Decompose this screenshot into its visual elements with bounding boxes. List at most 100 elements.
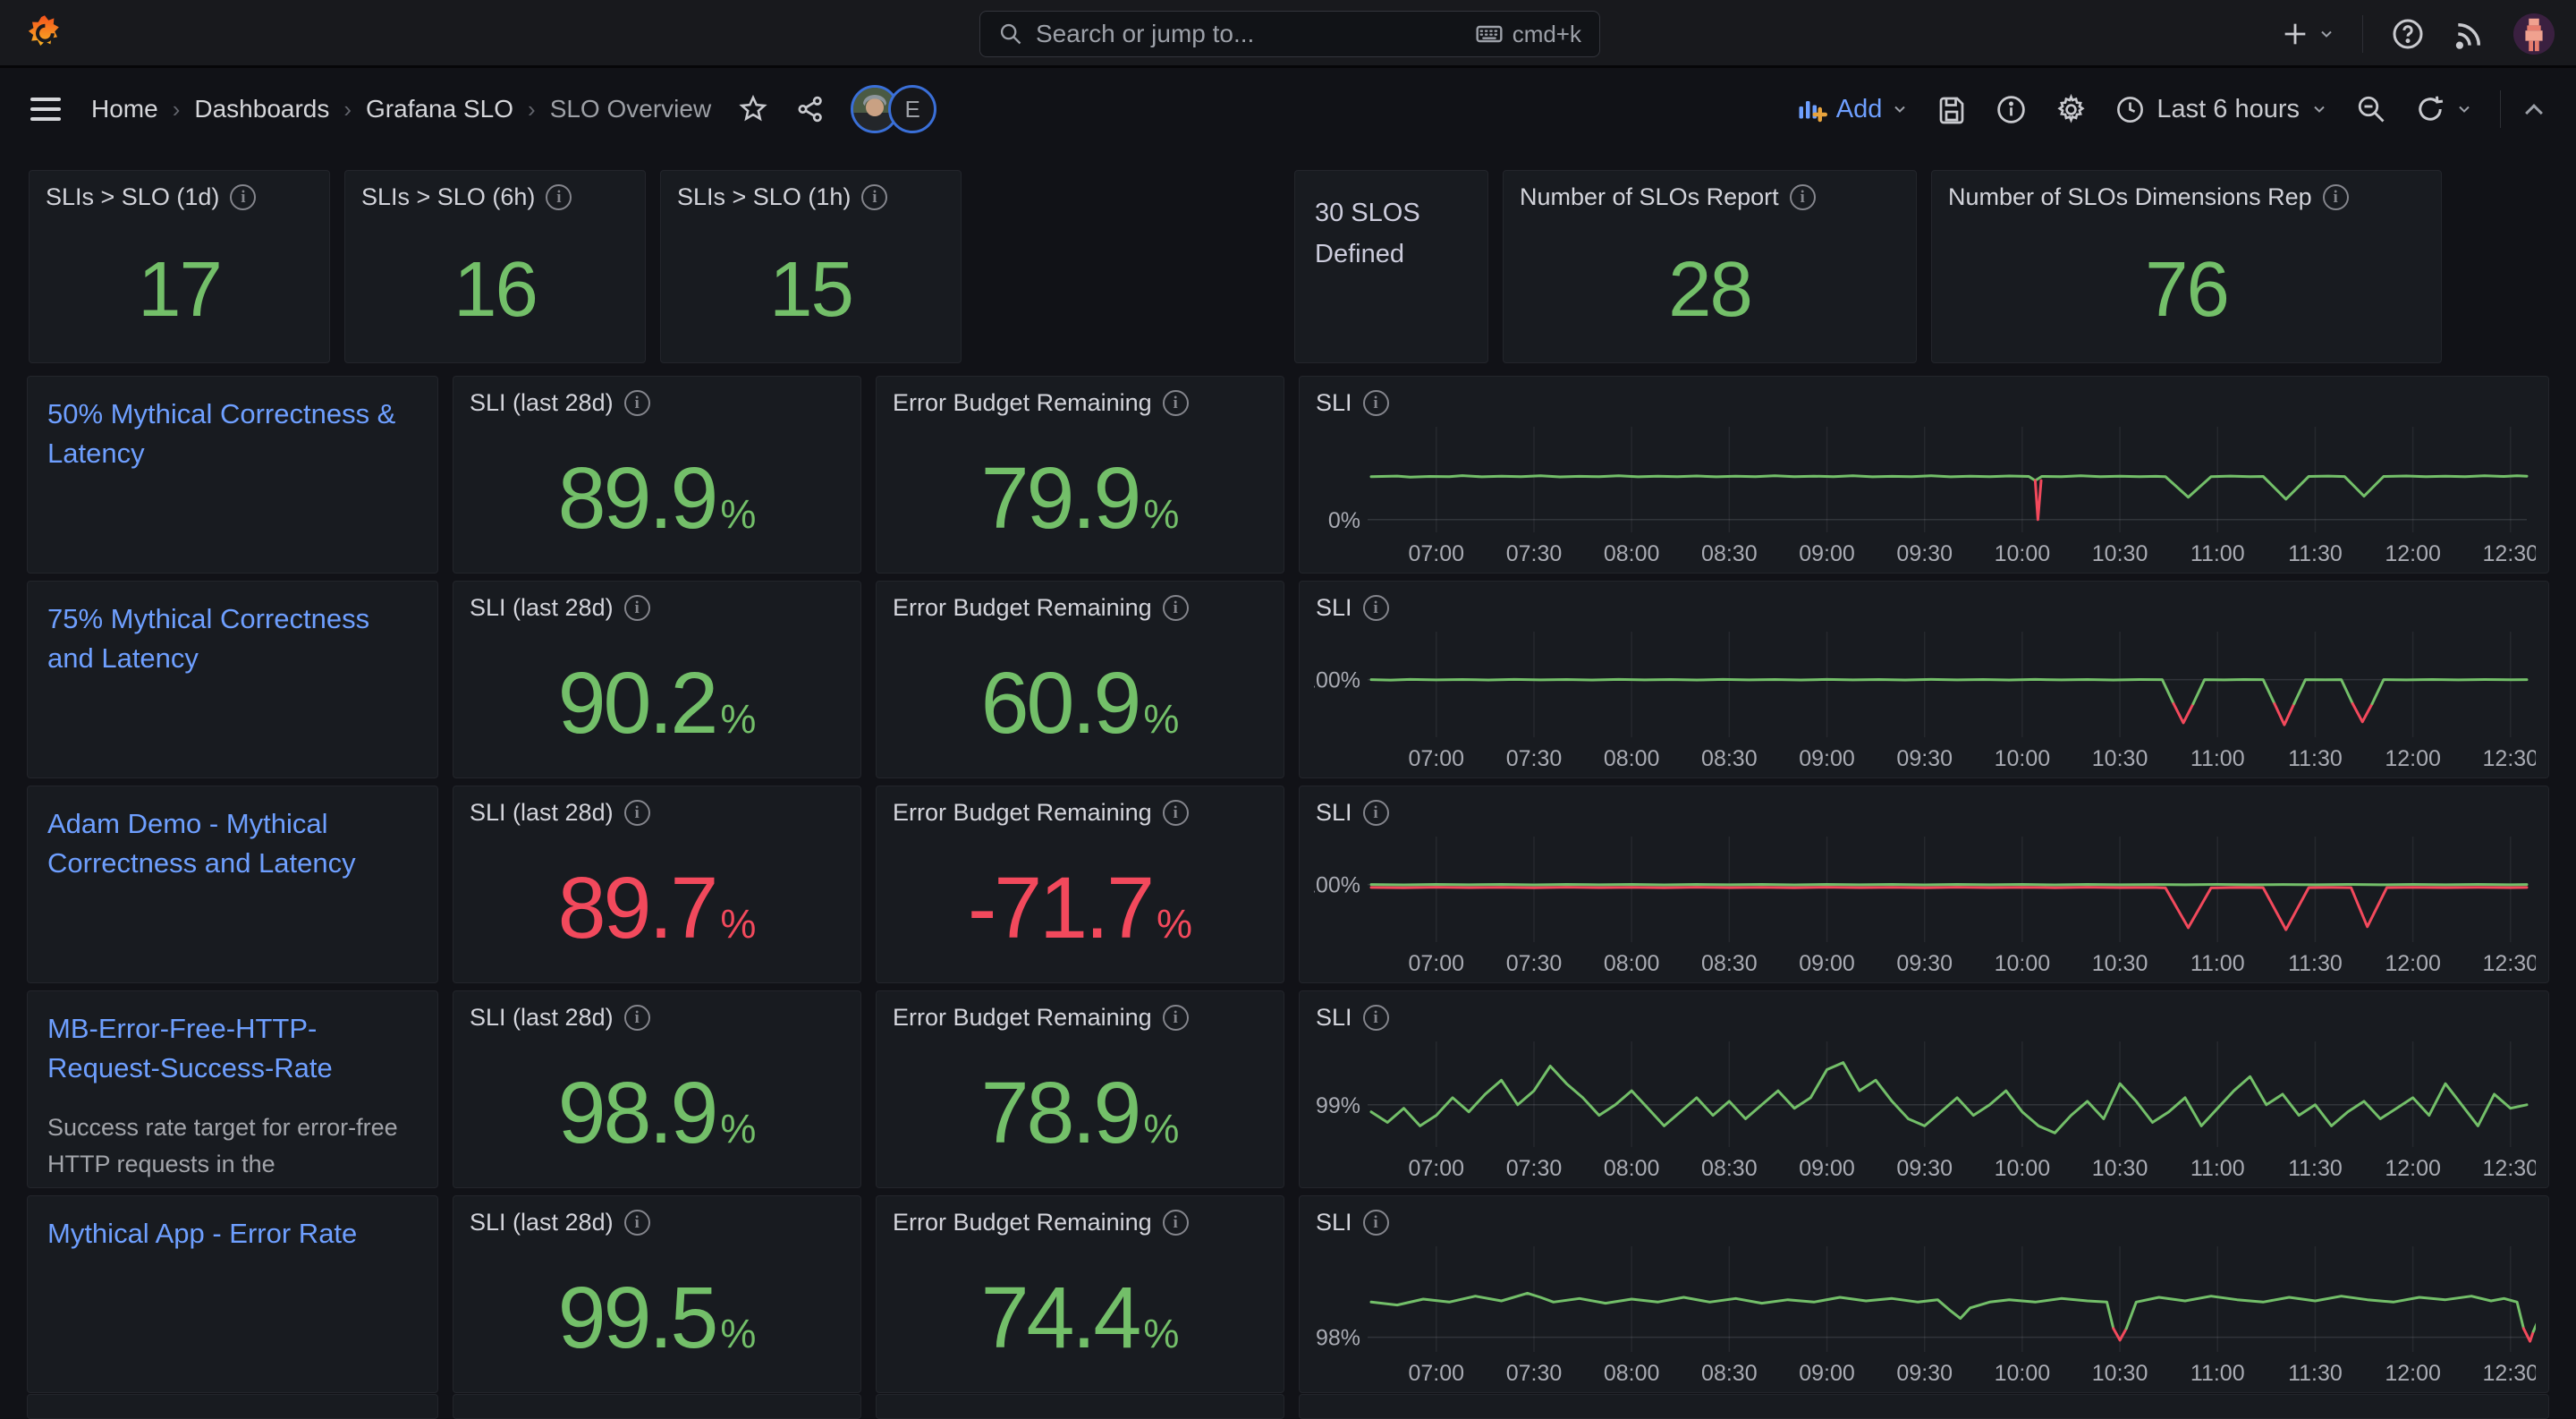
error-budget-panel[interactable]: Error Budget Remaining i -71.7% bbox=[876, 786, 1284, 983]
slo-link[interactable]: Adam Demo - Mythical Correctness and Lat… bbox=[47, 808, 356, 879]
info-icon[interactable]: i bbox=[1162, 800, 1189, 826]
error-budget-panel[interactable]: Error Budget Remaining i 78.9% bbox=[876, 990, 1284, 1188]
sli-timeseries-chart[interactable]: 07:00 07:30 08:00 08:30 09:00 09:30 10:00 10:30… bbox=[1314, 1241, 2536, 1389]
sli-timeseries-chart[interactable]: 07:00 07:30 08:00 08:30 09:00 09:30 10:00 10:30… bbox=[1314, 1036, 2536, 1185]
stat-panel-slo-6h[interactable]: SLIs > SLO (6h) i 16 bbox=[344, 170, 646, 363]
svg-text:08:30: 08:30 bbox=[1701, 1361, 1758, 1386]
slo-link[interactable]: 50% Mythical Correctness & Latency bbox=[47, 398, 396, 470]
add-panel-button[interactable]: Add bbox=[1795, 93, 1910, 125]
text-panel-slos-defined[interactable]: 30 SLOS Defined bbox=[1294, 170, 1488, 363]
share-button[interactable] bbox=[795, 94, 826, 124]
panel-title: SLIs > SLO (1d) bbox=[46, 183, 220, 210]
stat-panel-slos-report[interactable]: Number of SLOs Report i 28 bbox=[1503, 170, 1917, 363]
info-icon[interactable]: i bbox=[623, 390, 650, 416]
error-budget-panel[interactable]: Error Budget Remaining i 79.9% bbox=[876, 376, 1284, 574]
add-panel-icon bbox=[1799, 101, 1827, 123]
slo-link[interactable]: Mythical App - Error Rate bbox=[47, 1218, 358, 1249]
search-input[interactable]: Search or jump to... cmd+k bbox=[979, 11, 1600, 57]
info-icon[interactable]: i bbox=[1162, 595, 1189, 621]
save-dashboard-icon[interactable] bbox=[1936, 93, 1968, 125]
info-icon[interactable]: i bbox=[546, 184, 572, 210]
svg-text:12:30: 12:30 bbox=[2483, 746, 2536, 771]
stat-panel-slo-dimensions[interactable]: Number of SLOs Dimensions Rep i 76 bbox=[1931, 170, 2442, 363]
svg-text:0%: 0% bbox=[1328, 508, 1360, 533]
info-icon[interactable]: i bbox=[623, 595, 650, 621]
viewer-avatar-badge[interactable]: E bbox=[888, 85, 937, 133]
refresh-icon bbox=[2419, 96, 2444, 121]
info-icon[interactable]: i bbox=[623, 1005, 650, 1031]
sli-timeseries-chart[interactable]: 07:00 07:30 08:00 08:30 09:00 09:30 10:00 10:30… bbox=[1314, 831, 2536, 980]
dashboard-insights-icon[interactable] bbox=[1995, 93, 2028, 126]
panel-title: SLI bbox=[1316, 594, 1352, 621]
breadcrumb-dashboards[interactable]: Dashboards bbox=[194, 95, 330, 123]
panel-title: Number of SLOs Dimensions Rep bbox=[1948, 183, 2312, 210]
svg-text:100%: 100% bbox=[1314, 873, 1360, 898]
sli-chart-panel[interactable]: SLI i 07:00 07:30 08:00 08:30 09:00 09:30 10:00… bbox=[1299, 786, 2549, 983]
slo-link[interactable]: MB-Error-Free-HTTP-Request-Success-Rate bbox=[47, 1013, 333, 1084]
svg-text:10:00: 10:00 bbox=[1995, 951, 2051, 976]
info-icon[interactable]: i bbox=[1362, 595, 1389, 621]
error-budget-panel[interactable]: Error Budget Remaining i 74.4% bbox=[876, 1195, 1284, 1393]
slo-description bbox=[28, 678, 437, 700]
info-icon[interactable]: i bbox=[1362, 1005, 1389, 1031]
zoom-out-icon[interactable] bbox=[2355, 93, 2387, 125]
sli-chart-panel[interactable]: SLI i 07:00 07:30 08:00 08:30 09:00 09:30 10:00… bbox=[1299, 376, 2549, 574]
info-icon[interactable]: i bbox=[230, 184, 257, 210]
sli-stat-panel[interactable]: SLI (last 28d) i 98.9% bbox=[453, 990, 861, 1188]
new-button[interactable] bbox=[2280, 19, 2335, 49]
sli-chart-panel[interactable]: SLI i 07:00 07:30 08:00 08:30 09:00 09:30 10:00… bbox=[1299, 1195, 2549, 1393]
dashboard-settings-icon[interactable] bbox=[2055, 93, 2088, 126]
slo-title-panel: 50% Mythical Correctness & Latency bbox=[27, 376, 438, 574]
divider bbox=[2500, 90, 2501, 128]
stat-panel-slo-1h[interactable]: SLIs > SLO (1h) i 15 bbox=[660, 170, 962, 363]
sli-stat-panel[interactable]: SLI (last 28d) i 99.5% bbox=[453, 1195, 861, 1393]
sli-stat-panel[interactable]: SLI (last 28d) i 90.2% bbox=[453, 581, 861, 778]
svg-text:08:30: 08:30 bbox=[1701, 541, 1758, 566]
error-budget-panel[interactable]: Error Budget Remaining i 60.9% bbox=[876, 581, 1284, 778]
favorite-star-button[interactable] bbox=[738, 94, 768, 124]
grafana-logo[interactable] bbox=[23, 13, 66, 55]
info-icon[interactable]: i bbox=[623, 800, 650, 826]
slo-description: Success rate target for error-free HTTP … bbox=[47, 1114, 398, 1177]
help-icon[interactable] bbox=[2390, 16, 2426, 52]
svg-text:07:00: 07:00 bbox=[1409, 746, 1465, 771]
info-icon[interactable]: i bbox=[623, 1210, 650, 1236]
svg-text:11:30: 11:30 bbox=[2288, 1361, 2343, 1386]
svg-text:10:00: 10:00 bbox=[1995, 1156, 2051, 1181]
info-icon[interactable]: i bbox=[1162, 1210, 1189, 1236]
info-icon[interactable]: i bbox=[861, 184, 888, 210]
svg-text:100%: 100% bbox=[1314, 668, 1360, 693]
budget-unit: % bbox=[1143, 1310, 1180, 1356]
sli-stat-panel[interactable]: SLI (last 28d) i 89.9% bbox=[453, 376, 861, 574]
info-icon[interactable]: i bbox=[1362, 390, 1389, 416]
sli-chart-panel[interactable]: SLI i 07:00 07:30 08:00 08:30 09:00 09:30 10:00… bbox=[1299, 990, 2549, 1188]
info-icon[interactable]: i bbox=[1362, 800, 1389, 826]
stat-panel-slo-1d[interactable]: SLIs > SLO (1d) i 17 bbox=[29, 170, 330, 363]
time-range-picker[interactable]: Last 6 hours bbox=[2114, 94, 2328, 125]
panel-title: Error Budget Remaining bbox=[893, 799, 1152, 826]
breadcrumb-folder[interactable]: Grafana SLO bbox=[366, 95, 514, 123]
slo-link[interactable]: 75% Mythical Correctness and Latency bbox=[47, 603, 370, 675]
svg-text:08:00: 08:00 bbox=[1604, 541, 1660, 566]
svg-text:12:30: 12:30 bbox=[2483, 1361, 2536, 1386]
collapse-toolbar-chevron[interactable] bbox=[2525, 104, 2543, 122]
news-rss-icon[interactable] bbox=[2453, 17, 2487, 51]
info-icon[interactable]: i bbox=[1162, 1005, 1189, 1031]
refresh-button[interactable] bbox=[2414, 93, 2473, 125]
svg-text:11:30: 11:30 bbox=[2288, 541, 2343, 566]
svg-text:09:00: 09:00 bbox=[1799, 1156, 1855, 1181]
svg-text:08:30: 08:30 bbox=[1701, 951, 1758, 976]
info-icon[interactable]: i bbox=[1362, 1210, 1389, 1236]
menu-toggle[interactable] bbox=[30, 98, 61, 121]
sli-stat-panel[interactable]: SLI (last 28d) i 89.7% bbox=[453, 786, 861, 983]
sli-timeseries-chart[interactable]: 07:00 07:30 08:00 08:30 09:00 09:30 10:00 10:30… bbox=[1314, 626, 2536, 775]
info-icon[interactable]: i bbox=[1162, 390, 1189, 416]
breadcrumb-home[interactable]: Home bbox=[91, 95, 158, 123]
sli-timeseries-chart[interactable]: 07:00 07:30 08:00 08:30 09:00 09:30 10:00 10:30… bbox=[1314, 421, 2536, 570]
info-icon[interactable]: i bbox=[2322, 184, 2349, 210]
info-icon[interactable]: i bbox=[1789, 184, 1816, 210]
svg-text:07:30: 07:30 bbox=[1506, 1361, 1563, 1386]
user-avatar[interactable] bbox=[2513, 13, 2555, 55]
sli-chart-panel[interactable]: SLI i 07:00 07:30 08:00 08:30 09:00 09:30 10:00… bbox=[1299, 581, 2549, 778]
top-bar: Search or jump to... cmd+k bbox=[0, 0, 2576, 68]
